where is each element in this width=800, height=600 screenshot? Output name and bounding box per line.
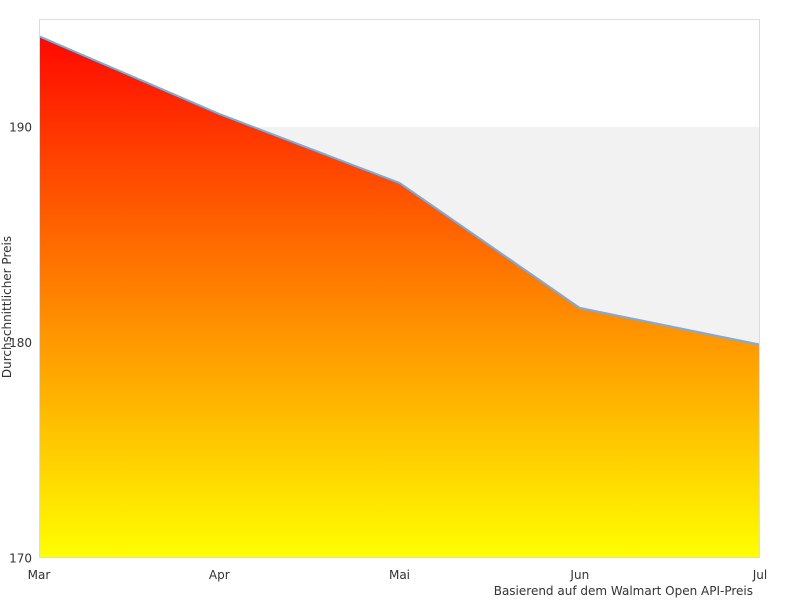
y-tick-label: 180 (9, 336, 32, 350)
x-tick-label: Jun (569, 568, 589, 582)
y-tick-label: 190 (9, 120, 32, 134)
x-tick-label: Mai (389, 568, 410, 582)
area-fill (39, 36, 760, 558)
plot-border (39, 19, 760, 558)
x-tick-label: Jul (752, 568, 767, 582)
x-tick-label: Mar (28, 568, 51, 582)
x-tick-label: Apr (209, 568, 230, 582)
y-tick-labels: 170 180 190 (9, 120, 32, 565)
price-line (38, 35, 761, 346)
y-tick-label: 170 (9, 552, 32, 566)
y-axis-title: Durchschnittlicher Preis (0, 236, 14, 378)
chart-caption: Basierend auf dem Walmart Open API-Preis (494, 584, 753, 598)
x-tick-labels: Mar Apr Mai Jun Jul (28, 568, 768, 582)
